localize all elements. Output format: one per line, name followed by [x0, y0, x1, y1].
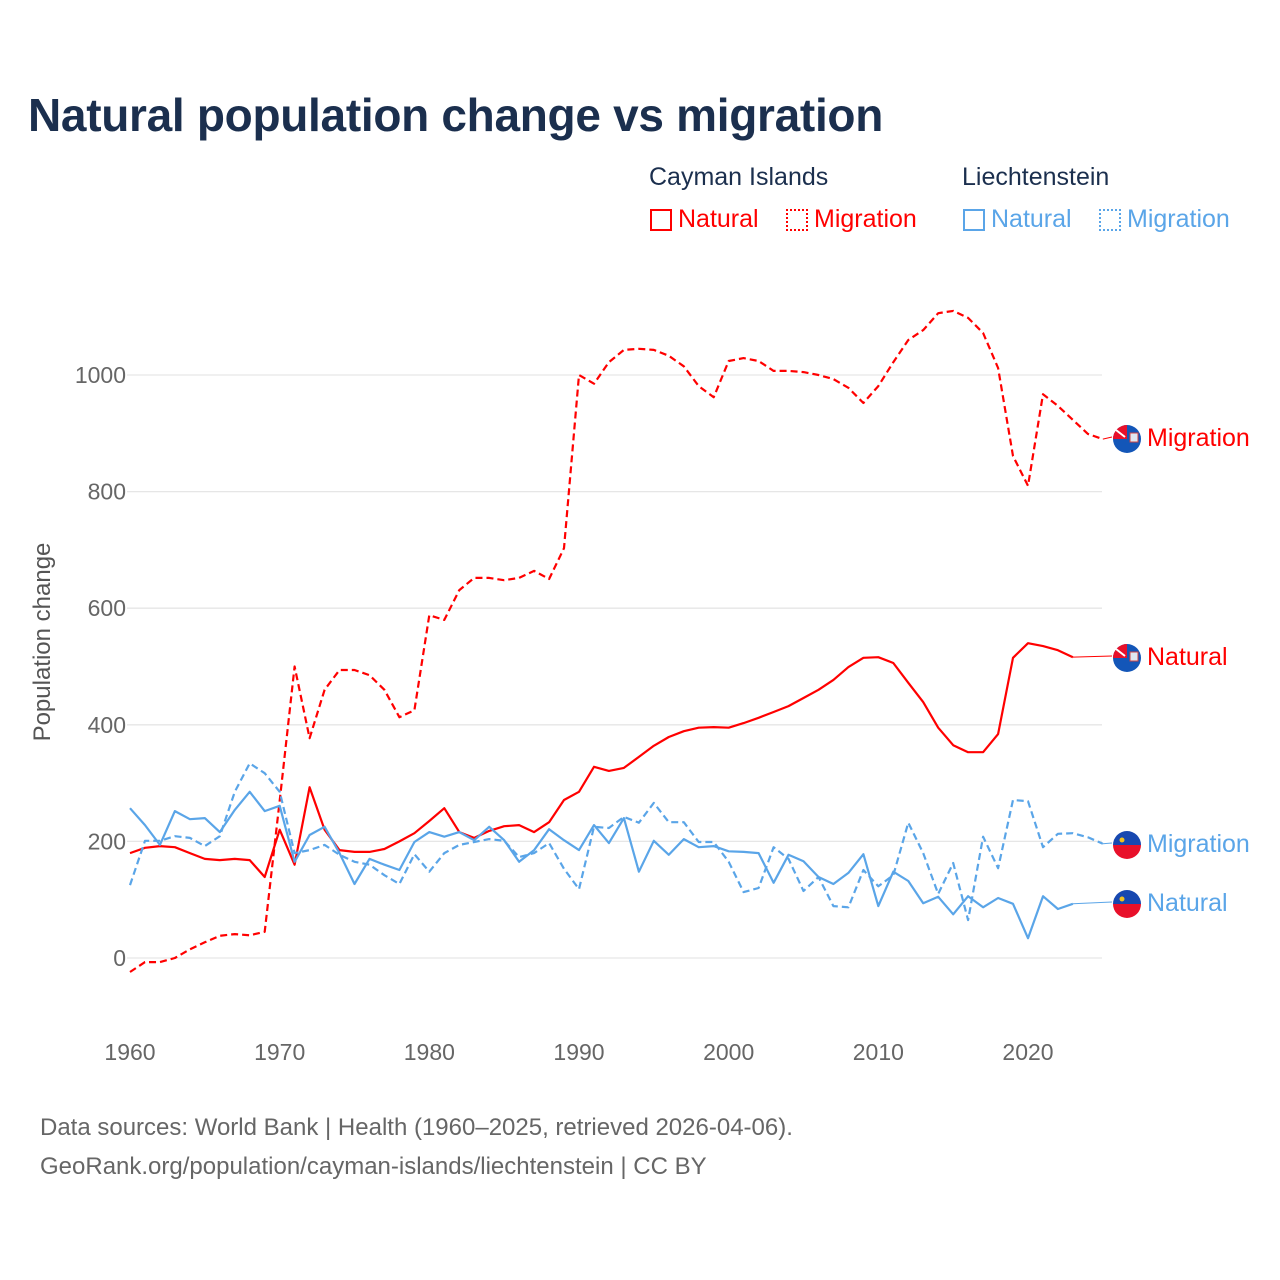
cayman-islands-flag-icon	[1113, 644, 1141, 672]
leader-line	[1072, 901, 1113, 905]
flag-top	[1113, 831, 1141, 845]
legend-item-liechtenstein-natural[interactable]: Natural	[963, 205, 1072, 234]
legend-label: Migration	[1127, 205, 1230, 233]
y-tick-label: 600	[88, 595, 126, 621]
y-tick-label: 800	[88, 479, 126, 505]
legend-label: Natural	[678, 205, 759, 233]
series-end-label: Natural	[1147, 889, 1228, 917]
x-tick-label: 2020	[1002, 1039, 1053, 1065]
liechtenstein-flag-icon	[1113, 890, 1141, 918]
y-axis-label: Population change	[29, 543, 56, 742]
series-end-label: Migration	[1147, 830, 1250, 858]
series-line-liechtenstein-migration	[128, 762, 1104, 922]
chart-title: Natural population change vs migration	[28, 89, 884, 141]
data-source-text: Data sources: World Bank | Health (1960–…	[40, 1114, 793, 1141]
x-tick-label: 1970	[254, 1039, 305, 1065]
x-tick-label: 1960	[104, 1039, 155, 1065]
flag-bottom	[1113, 845, 1141, 859]
flag-saltire	[1115, 648, 1126, 657]
leader-line	[1102, 436, 1113, 440]
series-line-cayman-islands-natural	[129, 642, 1074, 879]
flag-bottom	[1113, 904, 1141, 918]
flag-crown	[1119, 896, 1125, 902]
y-tick-label: 400	[88, 712, 126, 738]
y-tick-label: 1000	[75, 362, 126, 388]
flag-crown	[1119, 837, 1125, 843]
flag-shield	[1129, 432, 1139, 443]
legend-swatch-solid	[963, 208, 985, 231]
y-tick-label: 200	[88, 828, 126, 854]
flag-shield	[1129, 651, 1139, 662]
liechtenstein-flag-icon	[1113, 831, 1141, 859]
y-tick-label: 0	[113, 945, 126, 971]
flag-saltire	[1115, 429, 1126, 438]
legend-swatch-dotted	[786, 208, 808, 231]
legend-item-cayman-migration[interactable]: Migration	[786, 205, 917, 234]
leader-line	[1072, 655, 1113, 658]
leader-line	[1102, 842, 1113, 845]
x-tick-label: 2010	[853, 1039, 904, 1065]
x-tick-label: 1980	[404, 1039, 455, 1065]
legend-group-cayman-islands: Cayman Islands	[649, 163, 829, 191]
series-end-label: Migration	[1147, 424, 1250, 452]
legend-item-cayman-natural[interactable]: Natural	[650, 205, 759, 234]
legend-group-liechtenstein: Liechtenstein	[962, 163, 1110, 191]
source-url-text: GeoRank.org/population/cayman-islands/li…	[40, 1153, 707, 1180]
series-line-cayman-islands-migration	[129, 309, 1104, 973]
legend-label: Natural	[991, 205, 1072, 233]
legend-label: Migration	[814, 205, 917, 233]
cayman-islands-flag-icon	[1113, 425, 1141, 453]
footer: Data sources: World Bank | Health (1960–…	[40, 1108, 793, 1186]
x-tick-label: 2000	[703, 1039, 754, 1065]
series-line-liechtenstein-natural	[129, 790, 1074, 940]
series-end-label: Natural	[1147, 643, 1228, 671]
flag-top	[1113, 890, 1141, 904]
x-tick-label: 1990	[553, 1039, 604, 1065]
legend-item-liechtenstein-migration[interactable]: Migration	[1099, 205, 1230, 234]
legend-swatch-dotted	[1099, 208, 1121, 231]
legend-swatch-solid	[650, 208, 672, 231]
